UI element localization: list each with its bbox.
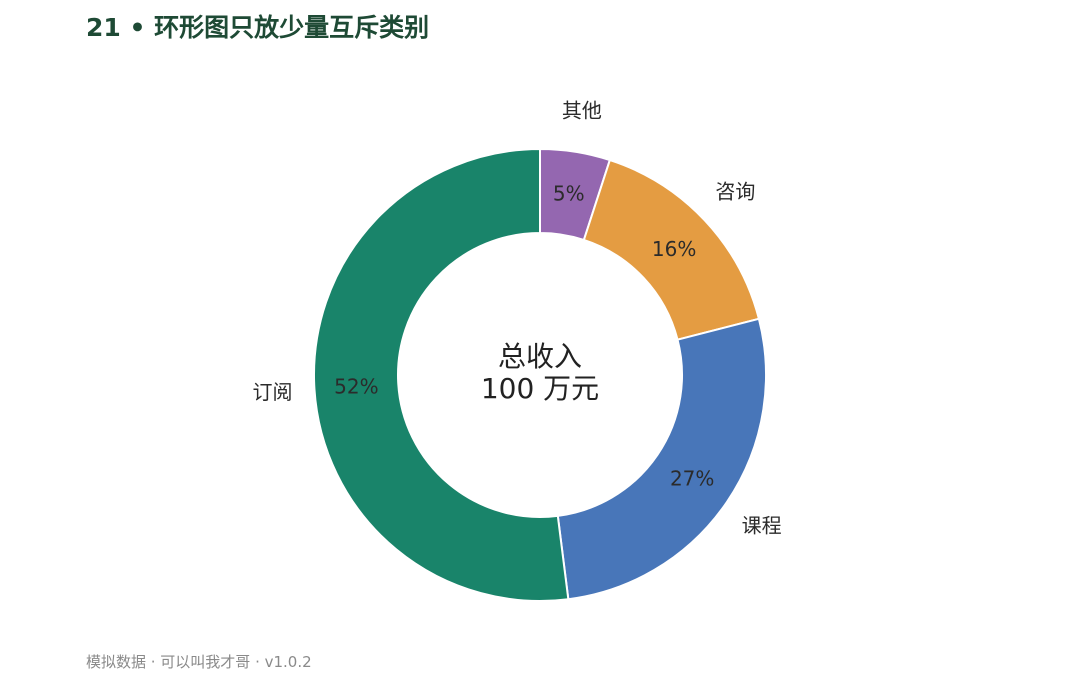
slice-percent-label: 5% xyxy=(553,181,585,205)
slice-category-label: 其他 xyxy=(562,98,602,122)
center-label-line1: 总收入 xyxy=(498,340,582,373)
slice-percent-label: 16% xyxy=(652,237,696,261)
center-label-line2: 100 万元 xyxy=(481,372,599,405)
slice-percent-label: 27% xyxy=(670,466,714,490)
donut-slices xyxy=(313,147,767,602)
page-title: 21 • 环形图只放少量互斥类别 xyxy=(86,13,430,42)
footer-note: 模拟数据 · 可以叫我才哥 · v1.0.2 xyxy=(86,653,312,671)
slice-category-label: 课程 xyxy=(742,514,782,538)
donut-slice-3 xyxy=(556,317,767,601)
slice-percent-labels: 5% 16% 27% 52% xyxy=(334,181,714,490)
slice-category-label: 咨询 xyxy=(715,180,755,204)
slice-category-label: 订阅 xyxy=(253,380,293,404)
slice-percent-label: 52% xyxy=(334,375,378,399)
donut-slice-4 xyxy=(313,147,570,602)
